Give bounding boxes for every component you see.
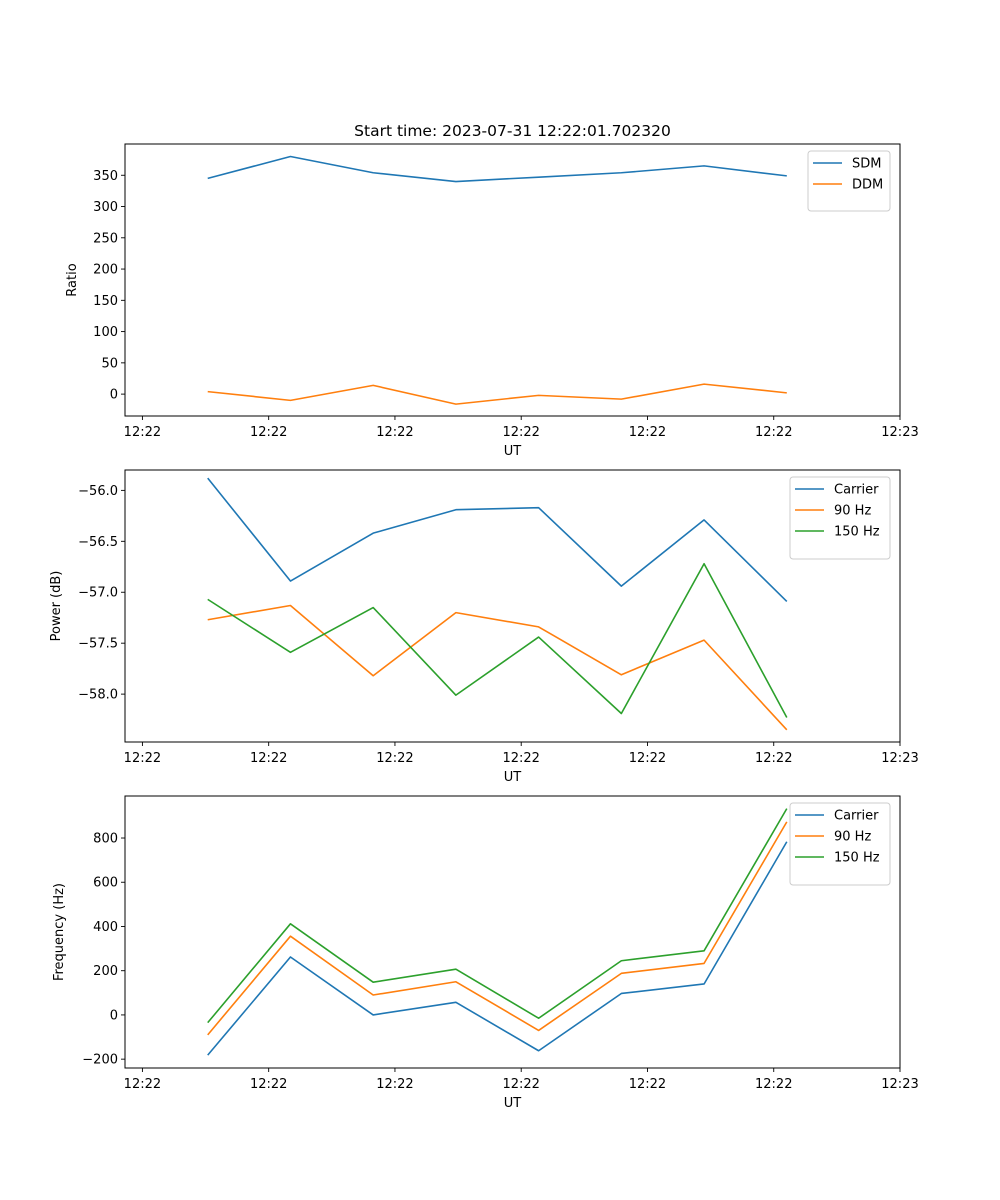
legend-box [789, 476, 891, 560]
x-tick-label: 12:22 [376, 425, 413, 440]
x-tick-label: 12:23 [881, 1077, 918, 1092]
legend: SDM DDM [807, 150, 891, 212]
x-tick-label: 12:22 [502, 751, 539, 766]
axes-frame [124, 143, 901, 417]
series-line-150-hz [207, 562, 788, 718]
y-tick-label: 200 [93, 964, 118, 979]
y-tick-label: 100 [93, 325, 118, 340]
x-tick-label: 12:22 [629, 425, 666, 440]
y-tick-label: 0 [110, 1008, 118, 1023]
x-tick-label: 12:22 [629, 751, 666, 766]
y-tick-label: 800 [93, 832, 118, 847]
x-tick-label: 12:23 [881, 425, 918, 440]
legend-label: 90 Hz [834, 504, 871, 519]
legend-label: Carrier [834, 809, 879, 824]
figure-title: Start time: 2023-07-31 12:22:01.702320 [354, 122, 671, 140]
y-tick-label: 300 [93, 200, 118, 215]
subplot-1: 12:22 12:22 12:22 12:22 12:22 12:22 12:23 0 50 10… [65, 143, 919, 459]
legend: Carrier 90 Hz 150 Hz [789, 802, 891, 886]
legend-box [789, 802, 891, 886]
legend-label: 150 Hz [834, 525, 880, 540]
legend-label: 90 Hz [834, 830, 871, 845]
series-line-ddm [207, 383, 787, 405]
x-axis-label: UT [504, 1096, 522, 1111]
y-axis-label: Ratio [65, 263, 80, 296]
x-tick-label: 12:22 [124, 425, 161, 440]
x-tick-label: 12:22 [502, 1077, 539, 1092]
y-tick-label: 400 [93, 920, 118, 935]
axes-frame [124, 795, 901, 1069]
subplot-2: 12:22 12:22 12:22 12:22 12:22 12:22 12:23 −56.0… [49, 469, 919, 785]
series-line-90-hz [207, 821, 788, 1036]
legend-label: 150 Hz [834, 851, 880, 866]
axes-frame [124, 469, 901, 743]
x-tick-label: 12:22 [755, 1077, 792, 1092]
series-line-carrier [207, 841, 788, 1056]
x-tick-label: 12:22 [250, 425, 287, 440]
y-axis-label: Frequency (Hz) [52, 883, 67, 981]
y-tick-label: 0 [110, 388, 118, 403]
x-tick-label: 12:22 [250, 751, 287, 766]
y-tick-label: −57.0 [78, 586, 118, 601]
x-tick-label: 12:22 [376, 1077, 413, 1092]
x-tick-label: 12:22 [250, 1077, 287, 1092]
y-tick-label: −56.0 [78, 484, 118, 499]
legend-label: DDM [852, 178, 883, 193]
y-tick-label: 50 [101, 356, 118, 371]
y-tick-label: 350 [93, 169, 118, 184]
x-tick-label: 12:22 [376, 751, 413, 766]
legend: Carrier 90 Hz 150 Hz [789, 476, 891, 560]
series-line-sdm [207, 155, 787, 183]
legend-label: Carrier [834, 483, 879, 498]
x-tick-label: 12:22 [755, 425, 792, 440]
x-tick-label: 12:22 [629, 1077, 666, 1092]
y-tick-label: −58.0 [78, 688, 118, 703]
y-axis-label: Power (dB) [49, 571, 64, 642]
subplots: 12:22 12:22 12:22 12:22 12:22 12:22 12:23 0 50 10… [49, 143, 919, 1111]
subplot-3: 12:22 12:22 12:22 12:22 12:22 12:22 12:23 −200 0… [52, 795, 919, 1111]
x-tick-label: 12:22 [124, 1077, 161, 1092]
y-tick-label: −56.5 [78, 535, 118, 550]
x-tick-label: 12:22 [755, 751, 792, 766]
y-tick-label: 150 [93, 294, 118, 309]
y-tick-label: −200 [82, 1053, 118, 1068]
series-line-90-hz [207, 604, 788, 731]
legend-box [807, 150, 891, 212]
y-tick-label: 600 [93, 876, 118, 891]
y-tick-label: −57.5 [78, 637, 118, 652]
legend-label: SDM [852, 157, 881, 172]
x-axis-label: UT [504, 444, 522, 459]
series-line-carrier [207, 477, 788, 602]
series-line-150-hz [207, 808, 788, 1024]
x-tick-label: 12:23 [881, 751, 918, 766]
y-tick-label: 200 [93, 263, 118, 278]
x-tick-label: 12:22 [502, 425, 539, 440]
x-axis-label: UT [504, 770, 522, 785]
y-tick-label: 250 [93, 231, 118, 246]
x-tick-label: 12:22 [124, 751, 161, 766]
